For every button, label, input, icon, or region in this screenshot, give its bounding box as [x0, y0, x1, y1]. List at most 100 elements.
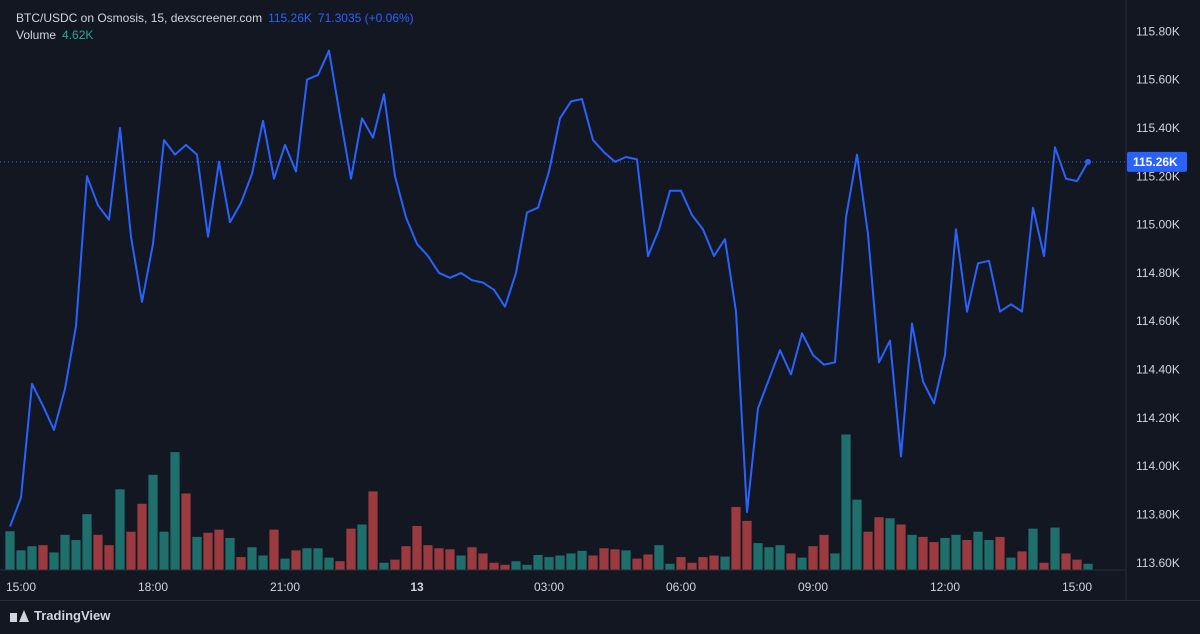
- volume-bar: [1061, 553, 1071, 570]
- volume-bar: [1039, 562, 1049, 570]
- volume-label: Volume: [16, 28, 57, 42]
- volume-bar: [225, 537, 235, 570]
- volume-bar: [885, 518, 895, 570]
- price-tick-label: 113.80K: [1136, 507, 1180, 521]
- volume-bar: [280, 558, 290, 570]
- volume-bar: [566, 553, 576, 570]
- volume-bar: [632, 558, 642, 570]
- time-tick-label: 06:00: [666, 580, 696, 594]
- volume-bar: [830, 553, 840, 570]
- volume-bar: [181, 493, 191, 570]
- volume-bar: [269, 529, 279, 570]
- price-axis[interactable]: 115.80K 115.60K 115.40K 115.20K 115.00K 114.8…: [1136, 24, 1180, 569]
- volume-bar: [951, 534, 961, 570]
- legend-symbol-row[interactable]: BTC/USDC on Osmosis, 15, dexscreener.com…: [16, 10, 414, 27]
- volume-bar: [148, 474, 158, 570]
- volume-bar: [401, 546, 411, 570]
- volume-bar: [929, 542, 939, 570]
- legend-price-detail: 71.3035 (+0.06%): [317, 11, 414, 25]
- legend-price-value: 115.26K: [268, 11, 312, 25]
- volume-bar: [1072, 559, 1082, 570]
- time-axis[interactable]: 15:00 18:00 21:00 13 03:00 06:00 09:00 12:00 15:…: [6, 580, 1092, 594]
- volume-bar: [962, 540, 972, 570]
- last-price-tag: 115.26K: [1127, 151, 1187, 172]
- volume-bar: [995, 536, 1005, 570]
- price-tick-label: 114.00K: [1136, 459, 1180, 473]
- volume-bar: [841, 434, 851, 570]
- volume-bar: [764, 547, 774, 570]
- volume-bar: [577, 550, 587, 570]
- volume-bar: [610, 549, 620, 570]
- time-tick-label: 18:00: [138, 580, 168, 594]
- volume-bar: [324, 557, 334, 570]
- legend-volume-row[interactable]: Volume 4.62K: [16, 27, 414, 44]
- price-tick-label: 114.40K: [1136, 363, 1180, 377]
- volume-bar: [599, 548, 609, 570]
- price-tick-label: 115.40K: [1136, 121, 1180, 135]
- time-tick-label: 13: [410, 580, 424, 594]
- volume-bar: [984, 540, 994, 570]
- last-price-tag-label: 115.26K: [1133, 155, 1178, 169]
- volume-bar: [731, 506, 741, 570]
- volume-bar: [49, 552, 59, 570]
- volume-bar: [1050, 527, 1060, 570]
- price-tick-label: 114.80K: [1136, 266, 1180, 280]
- volume-bar: [621, 550, 631, 570]
- volume-bar: [1083, 563, 1093, 570]
- symbol-title: BTC/USDC on Osmosis, 15, dexscreener.com: [16, 11, 263, 25]
- volume-bar: [38, 545, 48, 570]
- volume-bar: [544, 557, 554, 570]
- price-tick-label: 115.00K: [1136, 218, 1180, 232]
- volume-bar: [313, 548, 323, 570]
- volume-value: 4.62K: [62, 28, 94, 42]
- footer-bar: [0, 600, 1200, 634]
- volume-bar: [720, 556, 730, 570]
- volume-bar: [126, 531, 136, 570]
- volume-bar: [214, 529, 224, 570]
- volume-bar: [445, 549, 455, 570]
- price-tick-label: 115.20K: [1136, 169, 1180, 183]
- volume-bar: [808, 546, 818, 570]
- last-price-tag-box: [1127, 151, 1187, 172]
- volume-bar: [467, 547, 477, 570]
- volume-bar: [775, 545, 785, 570]
- volume-bar: [753, 543, 763, 570]
- volume-bar: [533, 555, 543, 570]
- volume-bar: [60, 534, 70, 570]
- volume-bar: [742, 520, 752, 570]
- time-tick-label: 09:00: [798, 580, 828, 594]
- volume-bar: [643, 554, 653, 570]
- volume-bar: [16, 550, 26, 570]
- volume-bar: [104, 545, 114, 570]
- volume-bar: [665, 563, 675, 570]
- volume-bar: [555, 555, 565, 570]
- chart-legend: BTC/USDC on Osmosis, 15, dexscreener.com…: [16, 10, 414, 44]
- tradingview-brand[interactable]: TradingView: [10, 608, 110, 623]
- time-tick-label: 21:00: [270, 580, 300, 594]
- volume-bar: [654, 545, 664, 570]
- volume-bar: [797, 557, 807, 570]
- volume-bar: [357, 524, 367, 570]
- volume-bar: [27, 546, 37, 570]
- volume-bar: [522, 564, 532, 570]
- volume-bar: [302, 548, 312, 570]
- volume-bar: [203, 532, 213, 570]
- volume-bar: [863, 531, 873, 570]
- volume-bar: [687, 562, 697, 570]
- volume-bar: [819, 534, 829, 570]
- price-tick-label: 114.20K: [1136, 411, 1180, 425]
- volume-bar: [500, 564, 510, 570]
- volume-bar: [346, 528, 356, 570]
- time-tick-label: 15:00: [1062, 580, 1092, 594]
- volume-bar: [1028, 528, 1038, 570]
- volume-bar: [709, 555, 719, 570]
- volume-bar: [93, 534, 103, 570]
- volume-bar: [247, 547, 257, 570]
- volume-bar: [918, 536, 928, 570]
- tradingview-logo-icon: [10, 609, 29, 622]
- volume-bar: [676, 557, 686, 570]
- volume-bar: [907, 534, 917, 570]
- price-line: [9, 49, 1089, 527]
